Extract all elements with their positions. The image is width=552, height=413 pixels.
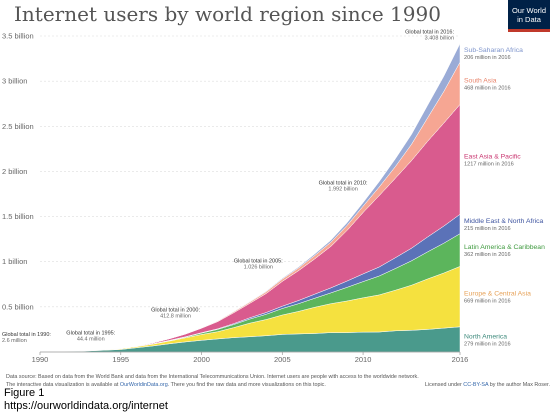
x-tick-label: 2010 <box>355 355 372 364</box>
legend-label: Latin America & Caribbean <box>464 244 545 251</box>
license-prefix: Licensed under <box>424 382 464 388</box>
logo-line-2: in Data <box>517 15 541 24</box>
x-tick-label: 1995 <box>112 355 129 364</box>
global-total-value: 1.026 billion <box>244 264 273 270</box>
legend-sublabel: 362 million in 2016 <box>464 252 511 258</box>
source-line-2-prefix: The interactive data visualization is av… <box>6 382 120 388</box>
global-total-label: Global total in 1995: <box>66 330 115 336</box>
global-total-value: 412.8 million <box>160 314 191 320</box>
global-total-label: Global total in 2016: <box>405 30 454 36</box>
y-tick-label: 2 billion <box>2 167 27 176</box>
legend-sublabel: 1217 million in 2016 <box>464 161 514 167</box>
legend-label: Middle East & North Africa <box>464 218 544 225</box>
legend-sublabel: 669 million in 2016 <box>464 299 511 305</box>
source-line-2-suffix: . There you find the raw data and more v… <box>167 382 326 388</box>
logo-line-1: Our World <box>511 6 547 15</box>
license-link[interactable]: CC-BY-SA <box>463 382 489 388</box>
figure-url: https://ourworldindata.org/internet <box>4 400 168 412</box>
global-total-value: 44.4 million <box>77 336 105 342</box>
x-tick-label: 2016 <box>452 355 469 364</box>
area-sub-saharan-africa <box>39 43 461 353</box>
y-tick-label: 1 billion <box>2 257 27 266</box>
legend-label: Sub-Saharan Africa <box>464 47 523 54</box>
y-tick-label: 3.5 billion <box>2 32 34 41</box>
legend-label: South Asia <box>464 77 497 84</box>
figure-caption: Figure 1 <box>4 387 45 399</box>
owid-link[interactable]: OurWorldinData.org <box>119 382 168 388</box>
global-total-label: Global total in 1990: <box>2 332 51 338</box>
legend-sublabel: 468 million in 2016 <box>464 85 511 91</box>
y-tick-label: 1.5 billion <box>2 212 34 221</box>
y-tick-label: 2.5 billion <box>2 122 34 131</box>
global-total-label: Global total in 2000: <box>151 308 200 314</box>
global-total-label: Global total in 2010: <box>319 181 368 187</box>
legend-label: North America <box>464 333 507 340</box>
x-tick-label: 2000 <box>193 355 210 364</box>
owid-logo[interactable]: Our World in Data <box>508 0 550 32</box>
stacked-area-chart: 0.5 billion 1 billion 1.5 billion 2 billion… <box>2 30 545 364</box>
legend-sublabel: 215 million in 2016 <box>464 226 511 232</box>
global-total-value: 3.408 billion <box>425 36 454 42</box>
source-line-1: Data source: Based on data from the Worl… <box>6 374 419 380</box>
source-note: Data source: Based on data from the Worl… <box>6 373 550 389</box>
chart-title: Internet users by world region since 199… <box>14 2 441 26</box>
global-total-value: 1.992 billion <box>328 187 357 193</box>
y-tick-label: 3 billion <box>2 77 27 86</box>
x-tick-label: 1990 <box>32 355 49 364</box>
source-line-2: The interactive data visualization is av… <box>6 381 550 389</box>
global-total-value: 2.6 million <box>2 338 27 344</box>
x-tick-label: 2005 <box>274 355 291 364</box>
license-note: Licensed under CC-BY-SA by the author Ma… <box>425 381 550 389</box>
legend-sublabel: 206 million in 2016 <box>464 55 511 61</box>
global-total-label: Global total in 2005: <box>234 258 283 264</box>
legend-sublabel: 279 million in 2016 <box>464 341 511 347</box>
y-tick-label: 0.5 billion <box>2 302 34 311</box>
license-suffix: by the author Max Roser. <box>488 382 550 388</box>
legend-label: East Asia & Pacific <box>464 153 521 160</box>
legend-label: Europe & Central Asia <box>464 291 531 298</box>
